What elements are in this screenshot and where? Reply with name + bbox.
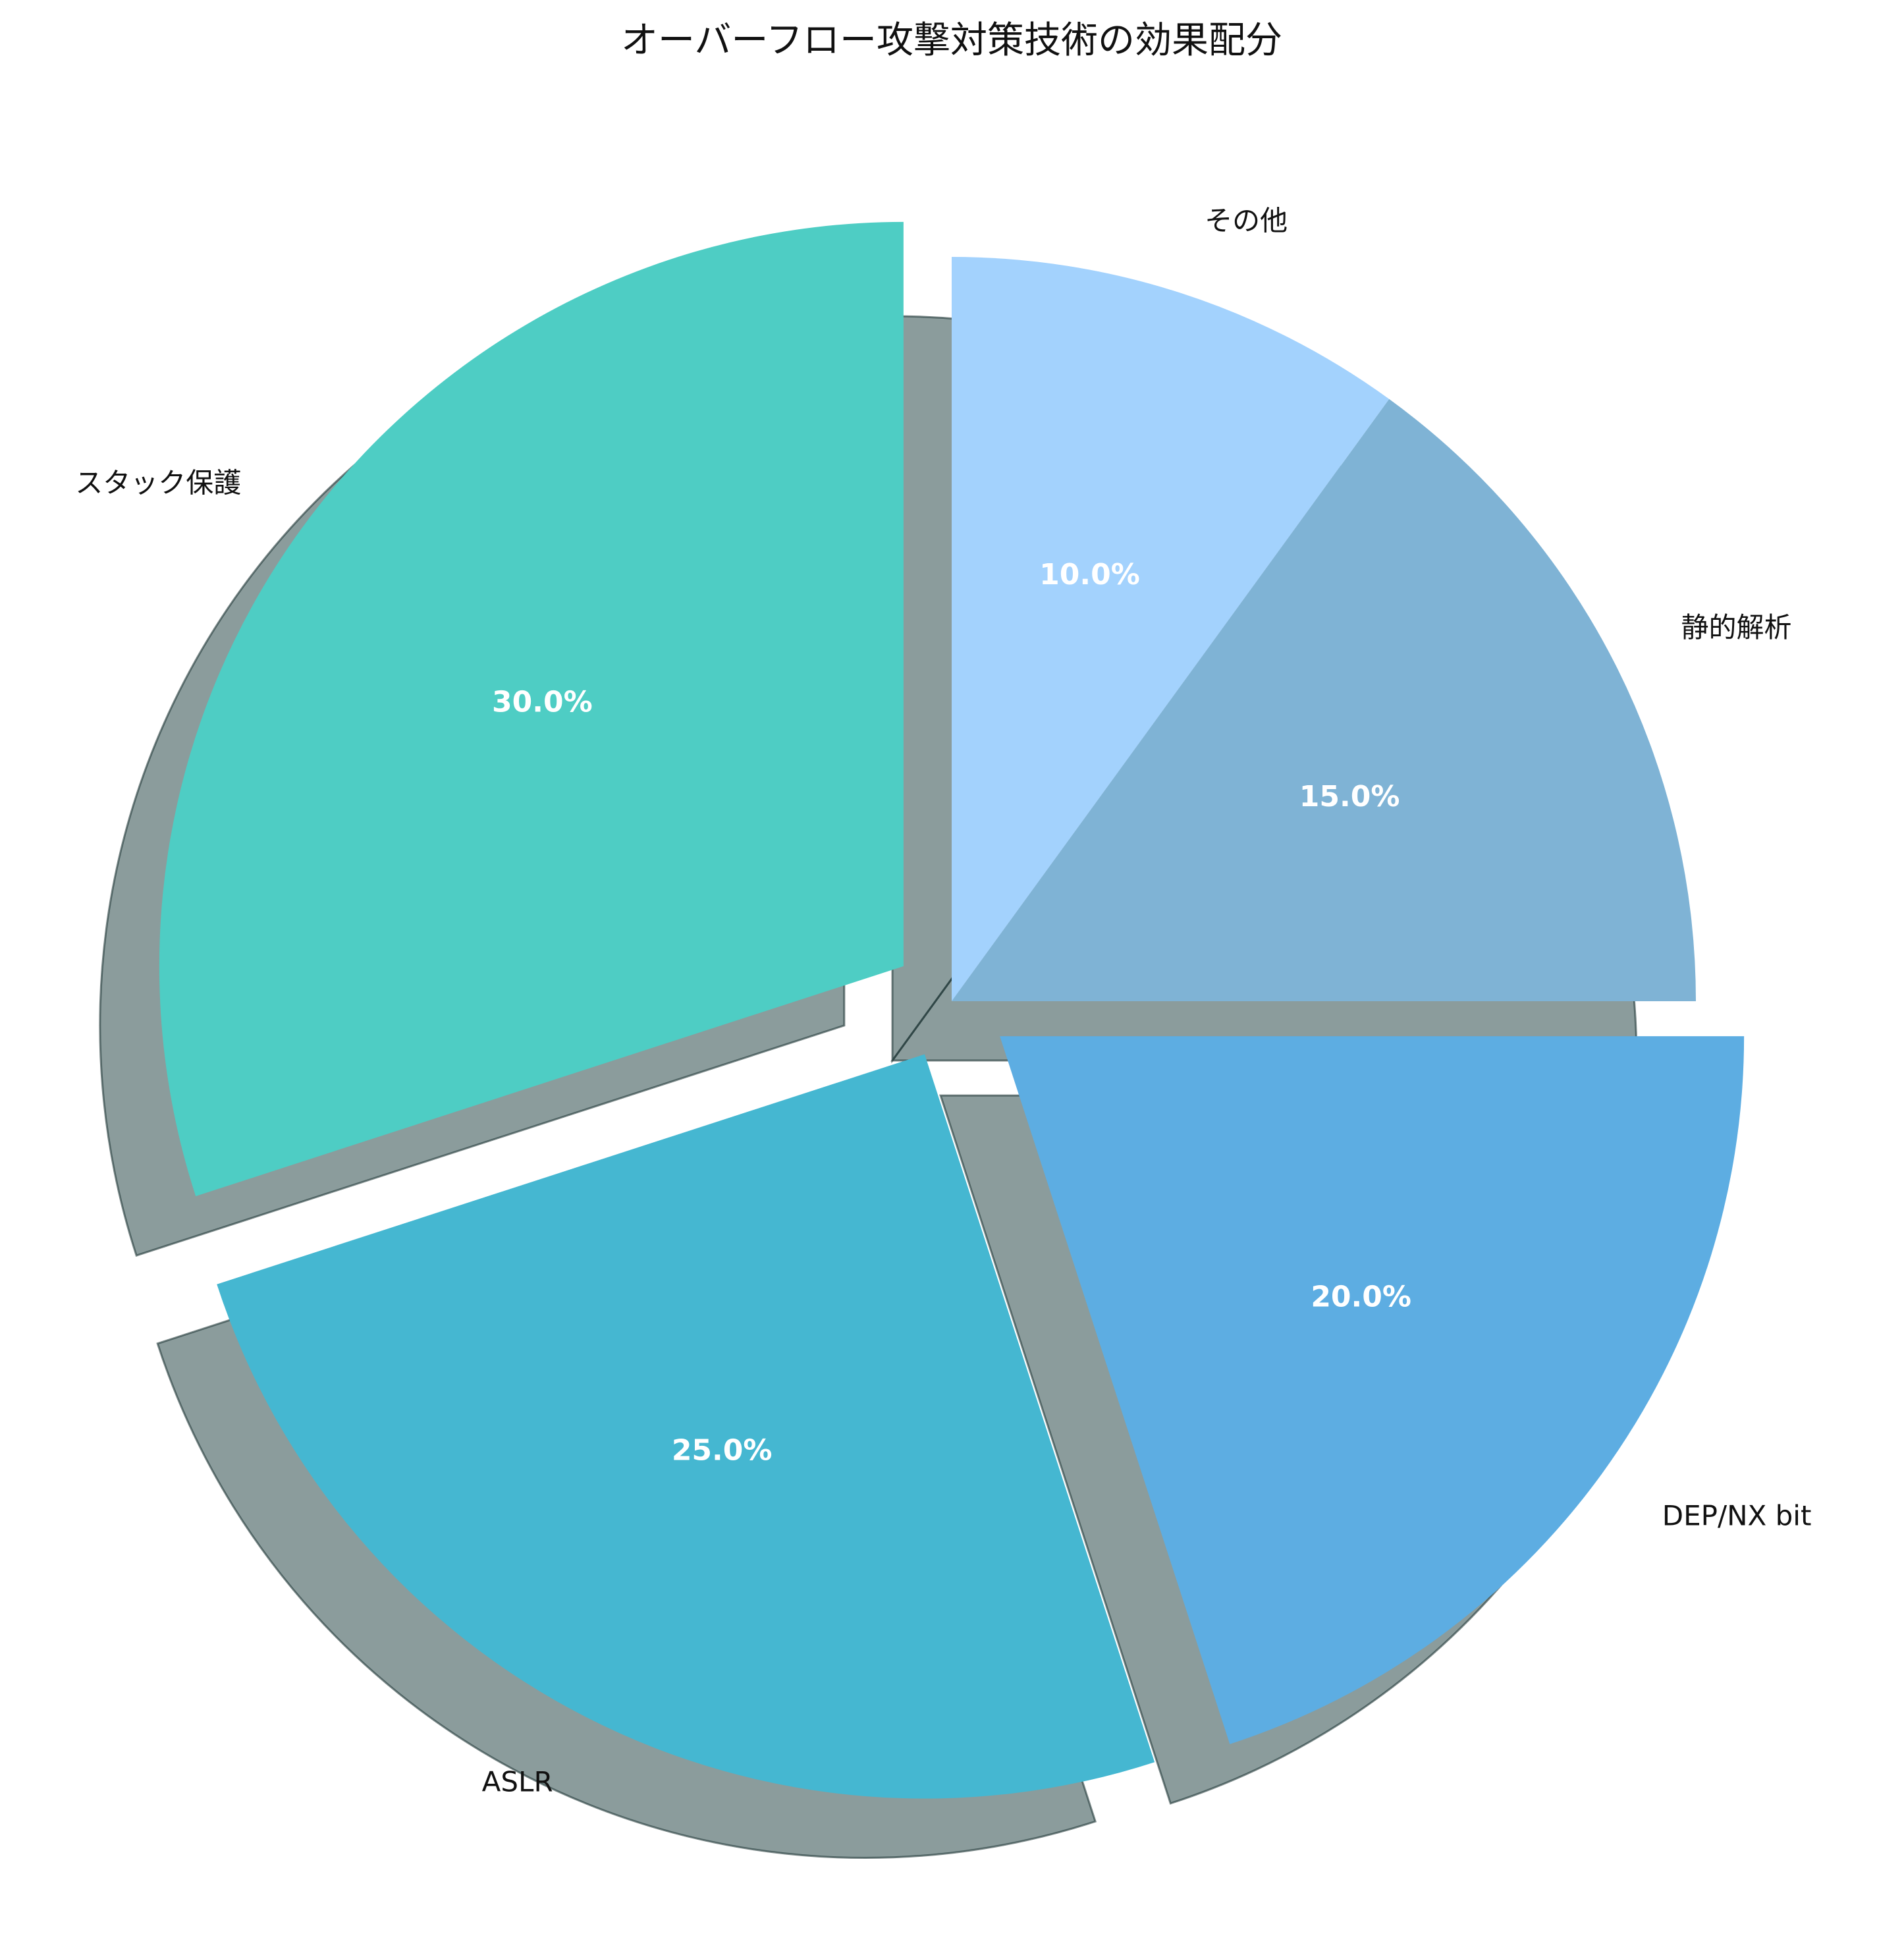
chart-title: オーバーフロー攻撃対策技術の効果配分 bbox=[621, 19, 1282, 62]
percent-label-4: 15.0% bbox=[1299, 780, 1400, 813]
percent-label-5: 10.0% bbox=[1039, 558, 1140, 592]
pie-slice-2 bbox=[217, 1054, 1155, 1799]
pie-slice-4 bbox=[952, 399, 1696, 1001]
slice-label-3: DEP/NX bit bbox=[1662, 1499, 1812, 1531]
slice-label-2: ASLR bbox=[482, 1766, 553, 1798]
pie-label-layer: スタック保護 30.0% ASLR 25.0% DEP/NX bit 20.0% 静的解析 1… bbox=[75, 204, 1811, 1798]
percent-label-3: 20.0% bbox=[1311, 1280, 1411, 1314]
percent-label-1: 30.0% bbox=[492, 685, 593, 719]
slice-label-1: スタック保護 bbox=[75, 467, 241, 499]
pie-slice-5 bbox=[952, 257, 1390, 1001]
percent-label-2: 25.0% bbox=[672, 1434, 773, 1468]
pie-slice-1 bbox=[159, 221, 904, 1197]
slice-label-5: その他 bbox=[1205, 204, 1288, 236]
slice-label-4: 静的解析 bbox=[1681, 611, 1792, 644]
pie-slice-layer bbox=[159, 221, 1745, 1799]
pie-slice-3 bbox=[1000, 1036, 1745, 1744]
